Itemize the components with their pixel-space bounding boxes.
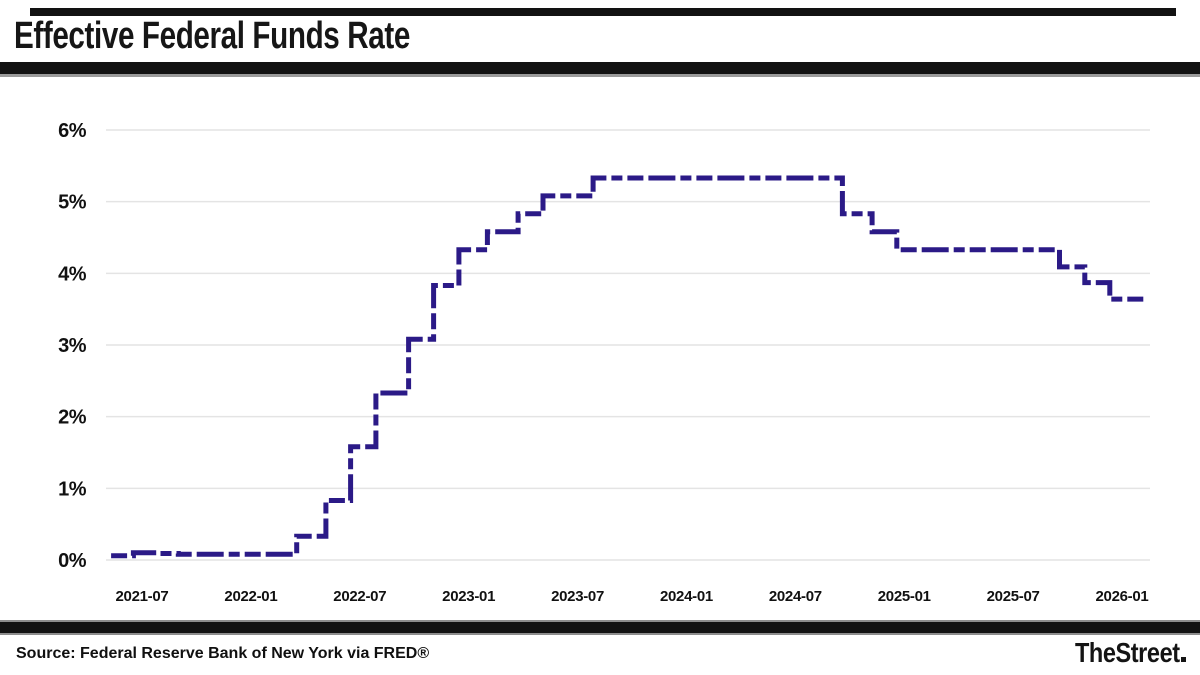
x-tick-label: 2022-01 <box>224 588 277 605</box>
source-attribution: Source: Federal Reserve Bank of New York… <box>16 645 430 662</box>
y-tick-label: 1% <box>58 478 87 500</box>
footer-divider-bar <box>0 620 1200 635</box>
x-tick-label: 2024-01 <box>660 588 713 605</box>
x-tick-label: 2023-01 <box>442 588 495 605</box>
brand-logo-text: TheStreet <box>1075 637 1180 668</box>
x-tick-label: 2025-07 <box>987 588 1040 605</box>
page-title: Effective Federal Funds Rate <box>14 14 522 58</box>
page-title-text: Effective Federal Funds Rate <box>14 15 410 57</box>
y-tick-label: 5% <box>58 192 87 214</box>
x-tick-label: 2022-07 <box>333 588 386 605</box>
top-accent-bar <box>30 8 1176 16</box>
y-tick-label: 4% <box>58 263 87 285</box>
y-tick-label: 3% <box>58 335 87 357</box>
x-tick-label: 2024-07 <box>769 588 822 605</box>
x-tick-label: 2025-01 <box>878 588 931 605</box>
brand-logo: TheStreet <box>1055 638 1186 668</box>
y-tick-label: 6% <box>58 120 87 142</box>
y-tick-label: 2% <box>58 407 87 429</box>
rate-line <box>111 175 1146 559</box>
x-tick-label: 2021-07 <box>116 588 169 605</box>
x-tick-label: 2026-01 <box>1096 588 1149 605</box>
y-tick-label: 0% <box>58 550 87 572</box>
title-divider-bar <box>0 62 1200 77</box>
brand-logo-dot-icon <box>1181 657 1186 662</box>
x-tick-label: 2023-07 <box>551 588 604 605</box>
